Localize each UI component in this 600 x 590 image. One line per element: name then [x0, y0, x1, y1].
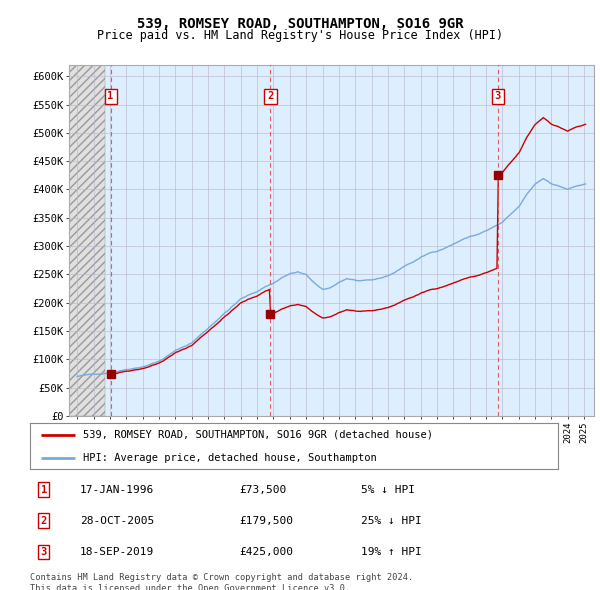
Text: 2: 2	[41, 516, 47, 526]
Text: 3: 3	[41, 547, 47, 557]
Text: 2: 2	[268, 91, 274, 101]
Text: 25% ↓ HPI: 25% ↓ HPI	[361, 516, 422, 526]
Text: 28-OCT-2005: 28-OCT-2005	[80, 516, 154, 526]
Text: 1: 1	[41, 484, 47, 494]
Bar	[69, 65, 105, 416]
Text: 19% ↑ HPI: 19% ↑ HPI	[361, 547, 422, 557]
Text: 1: 1	[107, 91, 113, 101]
Text: £73,500: £73,500	[240, 484, 287, 494]
Text: 5% ↓ HPI: 5% ↓ HPI	[361, 484, 415, 494]
Text: £425,000: £425,000	[240, 547, 294, 557]
Text: HPI: Average price, detached house, Southampton: HPI: Average price, detached house, Sout…	[83, 453, 377, 463]
Text: 18-SEP-2019: 18-SEP-2019	[80, 547, 154, 557]
Text: Price paid vs. HM Land Registry's House Price Index (HPI): Price paid vs. HM Land Registry's House …	[97, 30, 503, 42]
Text: 17-JAN-1996: 17-JAN-1996	[80, 484, 154, 494]
Text: £179,500: £179,500	[240, 516, 294, 526]
Text: 3: 3	[494, 91, 501, 101]
Text: 539, ROMSEY ROAD, SOUTHAMPTON, SO16 9GR (detached house): 539, ROMSEY ROAD, SOUTHAMPTON, SO16 9GR …	[83, 430, 433, 440]
Text: Contains HM Land Registry data © Crown copyright and database right 2024.
This d: Contains HM Land Registry data © Crown c…	[30, 573, 413, 590]
Text: 539, ROMSEY ROAD, SOUTHAMPTON, SO16 9GR: 539, ROMSEY ROAD, SOUTHAMPTON, SO16 9GR	[137, 17, 463, 31]
